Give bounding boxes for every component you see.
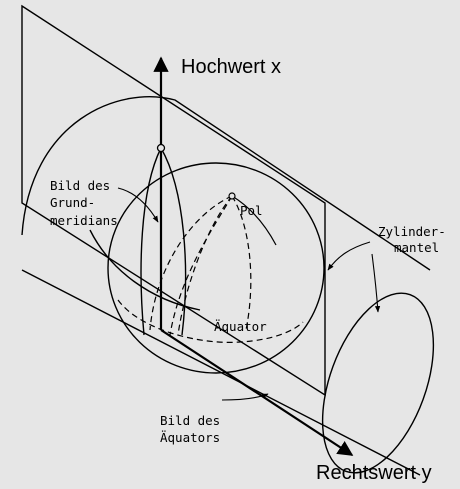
meridian-image-curves: [140, 147, 187, 336]
meridian-label-line3: meridians: [50, 213, 118, 228]
pole-point: [228, 192, 236, 200]
dashed-equator: [117, 299, 304, 343]
dashed-meridians: [149, 195, 252, 336]
y-axis-arrow: [160, 329, 354, 456]
equator-label: Äquator: [214, 319, 267, 334]
cylinder-mantle: [21, 96, 431, 476]
equator-image-label-line2: Äquators: [160, 430, 220, 445]
pole-arc: [231, 195, 277, 246]
equator-image-label-line1: Bild des: [160, 413, 220, 428]
cylinder-end-ellipse: [321, 292, 435, 474]
top-point: [156, 143, 166, 153]
label-pointers: [117, 187, 381, 401]
x-axis-label: Hochwert x: [181, 56, 281, 78]
cylinder-label-line2: mantel: [394, 240, 439, 255]
sphere: [107, 162, 325, 374]
pole-label: Pol: [240, 203, 263, 218]
y-axis-label: Rechtswert y: [316, 462, 432, 484]
meridian-label-line1: Bild des: [50, 178, 110, 193]
meridian-label-line2: Grund-: [50, 195, 95, 210]
cylinder-label-line1: Zylinder-: [378, 224, 446, 239]
